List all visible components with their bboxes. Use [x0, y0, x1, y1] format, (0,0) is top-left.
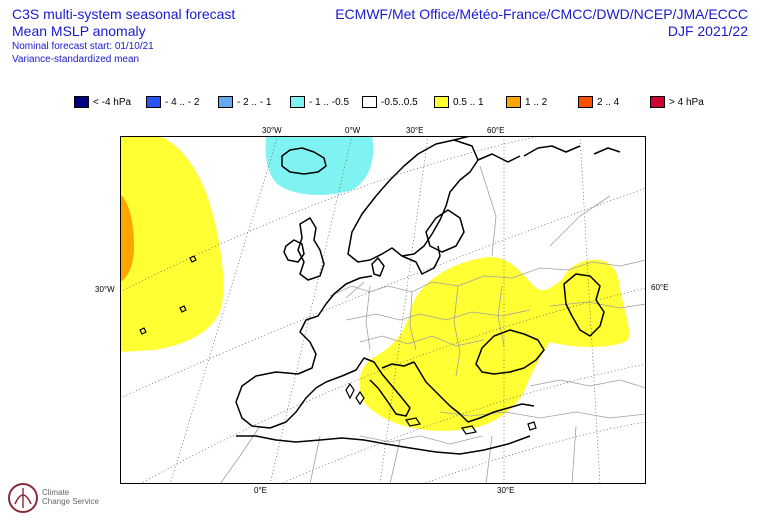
centres-list: ECMWF/Met Office/Météo-France/CMCC/DWD/N… [335, 6, 748, 22]
graticule [120, 136, 646, 484]
legend-label: 1 .. 2 [525, 97, 548, 108]
anomaly-map [120, 136, 646, 484]
logo-text: Climate Change Service [42, 488, 99, 506]
anomaly-strong-positive-atlantic [120, 194, 134, 282]
anomaly-positive-atlantic [120, 136, 224, 352]
chart-variable: Mean MSLP anomaly [12, 23, 146, 39]
islands [139, 255, 537, 435]
c3s-logo: Climate Change Service [6, 478, 106, 518]
legend-swatch [434, 96, 449, 108]
header-left: C3S multi-system seasonal forecast Mean … [12, 6, 235, 66]
coastlines [235, 136, 621, 455]
legend-swatch [578, 96, 593, 108]
legend-label: < -4 hPa [93, 97, 132, 108]
lon-label-top-0w: 0°W [345, 126, 361, 135]
legend-label: -0.5..0.5 [381, 97, 418, 108]
legend-swatch [146, 96, 161, 108]
legend-swatch [74, 96, 89, 108]
season-label: DJF 2021/22 [667, 23, 748, 39]
legend-swatch [650, 96, 665, 108]
legend-swatch [506, 96, 521, 108]
logo-line1: Climate [42, 488, 70, 497]
chart-title: C3S multi-system seasonal forecast [12, 6, 236, 22]
legend-label: > 4 hPa [669, 97, 704, 108]
lon-label-bottom-30e: 30°E [497, 486, 515, 495]
lon-label-top-60e: 60°E [487, 126, 505, 135]
anomaly-positive-southeast [359, 256, 630, 431]
legend-label: 2 .. 4 [597, 97, 620, 108]
copernicus-logo-icon [8, 483, 38, 513]
lon-label-top-30w: 30°W [262, 126, 282, 135]
legend-label: - 1 .. -0.5 [309, 97, 350, 108]
lon-label-right-60e: 60°E [651, 283, 669, 292]
lon-label-left-30w: 30°W [95, 285, 115, 294]
anomaly-negative-iceland [265, 136, 374, 195]
legend-label: - 2 .. - 1 [237, 97, 272, 108]
map-canvas [120, 136, 646, 484]
lon-label-top-30e: 30°E [406, 126, 424, 135]
logo-line2: Change Service [42, 497, 99, 506]
country-borders [219, 165, 646, 484]
lon-label-bottom-0e: 0°E [254, 486, 267, 495]
legend-label: - 4 .. - 2 [165, 97, 200, 108]
method-note: Variance-standardized mean [12, 54, 140, 65]
legend-swatch [218, 96, 233, 108]
legend-label: 0.5 .. 1 [453, 97, 484, 108]
forecast-start: Nominal forecast start: 01/10/21 [12, 41, 154, 52]
map-frame [120, 136, 646, 484]
legend-swatch [362, 96, 377, 108]
header-right: ECMWF/Met Office/Météo-France/CMCC/DWD/N… [335, 6, 748, 40]
legend-swatch [290, 96, 305, 108]
